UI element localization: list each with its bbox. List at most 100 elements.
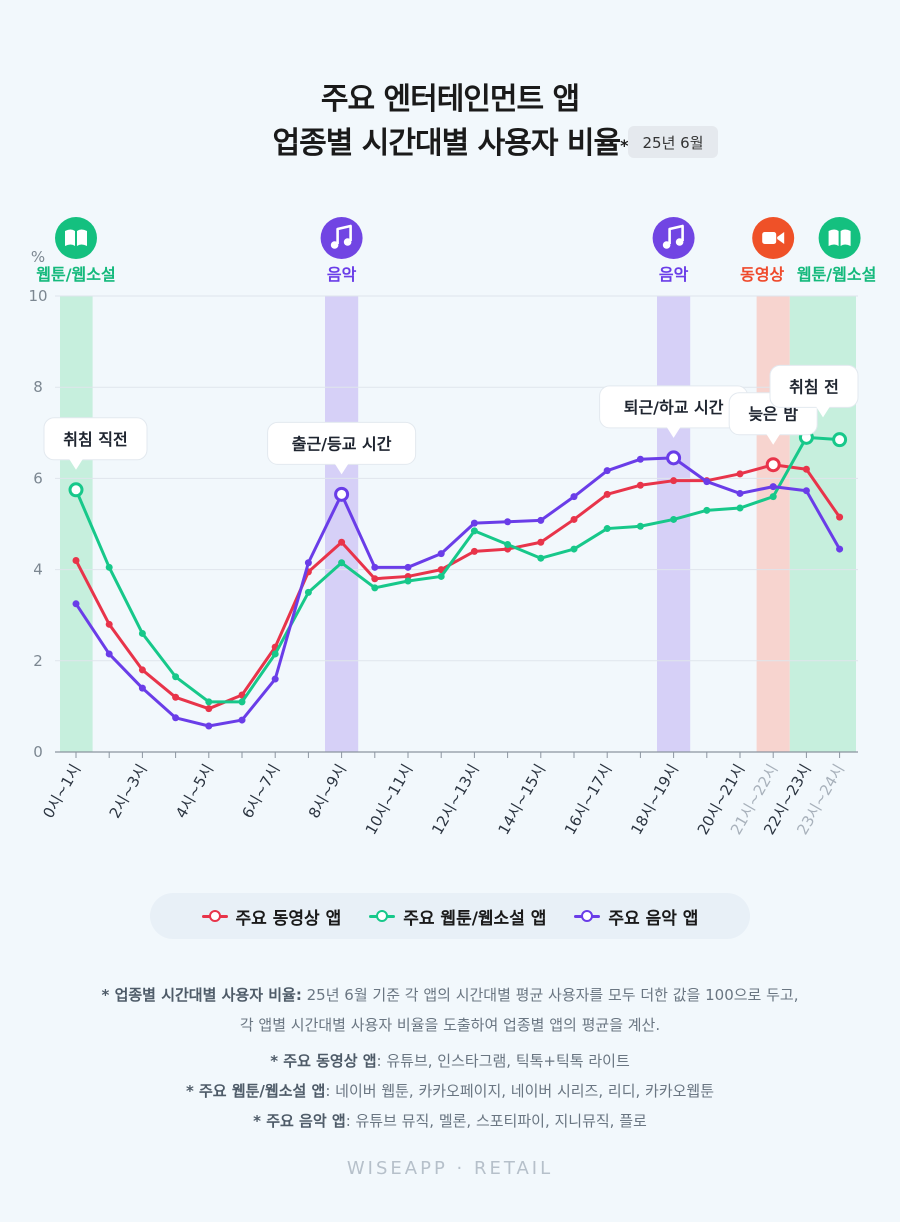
highlight-band-music xyxy=(657,296,691,752)
data-point-video xyxy=(570,515,578,523)
footnote-music-apps: * 주요 음악 앱: 유튜브 뮤직, 멜론, 스포티파이, 지니뮤직, 플로 xyxy=(0,1106,900,1136)
x-tick-label: 4시~5시 xyxy=(172,761,217,821)
marker-label-webtoon: 웹툰/웹소설 xyxy=(797,265,876,284)
callout-box xyxy=(43,417,148,461)
data-point-video xyxy=(105,620,113,628)
footnote-video-label: * 주요 동영상 앱 xyxy=(270,1052,377,1070)
data-point-music xyxy=(570,493,578,501)
data-point-music xyxy=(271,675,279,683)
callout-text: 늦은 밤 xyxy=(748,405,798,424)
data-point-music xyxy=(802,487,810,495)
data-point-video xyxy=(470,547,478,555)
data-point-video xyxy=(636,481,644,489)
line-chart: 0 2 4 6 8 10% 0시~1시 2시~3시 4시~5시 6시~7시 8시~9시 10시~11시… xyxy=(28,217,876,838)
series-line-webtoon xyxy=(74,435,842,704)
data-point-webtoon xyxy=(105,563,113,571)
legend-label-video: 주요 동영상 앱 xyxy=(235,908,342,929)
data-point-webtoon xyxy=(537,554,545,562)
data-point-music xyxy=(404,563,412,571)
callout-pointer xyxy=(666,426,681,438)
book-icon-bg xyxy=(818,217,861,259)
data-point-webtoon xyxy=(504,541,512,549)
data-point-webtoon xyxy=(470,527,478,535)
data-point-video xyxy=(338,538,346,546)
series-line-music xyxy=(74,456,842,728)
legend-swatch-music xyxy=(574,910,601,922)
book-page-left xyxy=(828,229,839,246)
data-point-music xyxy=(603,467,611,475)
title-line-1: 주요 엔터테인먼트 앱 xyxy=(320,82,580,117)
highlight-band-music xyxy=(325,296,359,752)
data-point-music xyxy=(138,684,146,692)
legend-item-video: 주요 동영상 앱 xyxy=(201,904,342,929)
title-line-2: 업종별 시간대별 사용자 비율* xyxy=(272,122,629,166)
title-asterisk: * xyxy=(620,136,628,155)
data-point-webtoon xyxy=(205,698,213,706)
data-point-video xyxy=(205,705,213,713)
y-tick-label: 4 xyxy=(33,561,43,579)
chart-legend: 주요 동영상 앱 주요 웹툰/웹소설 앱 주요 음악 앱 xyxy=(150,893,750,939)
marker-label-music: 음악 xyxy=(659,265,689,284)
brand-footer: WISEAPP · RETAIL xyxy=(346,1158,554,1179)
y-tick-label: 0 xyxy=(33,743,43,761)
footnote-video-text: : 유튜브, 인스타그램, 틱톡+틱톡 라이트 xyxy=(376,1052,630,1070)
x-tick-label: 18시~19시 xyxy=(627,761,682,838)
data-point-webtoon xyxy=(769,493,777,501)
music-note-icon xyxy=(652,217,695,259)
data-point-music xyxy=(304,559,312,567)
annotation-callout: 출근/등교 시간 xyxy=(267,421,417,475)
music-note-icon-bg xyxy=(652,217,695,259)
footnote-definition-label: * 업종별 시간대별 사용자 비율: xyxy=(101,986,302,1004)
note-stem xyxy=(336,224,352,244)
data-point-video xyxy=(371,575,379,583)
data-point-webtoon xyxy=(371,584,379,592)
x-tick-label: 2시~3시 xyxy=(106,761,151,821)
book-page-right xyxy=(840,229,851,246)
footnotes: * 업종별 시간대별 사용자 비율: 25년 6월 기준 각 앱의 시간대별 평… xyxy=(0,980,900,1136)
footnote-music-text: : 유튜브 뮤직, 멜론, 스포티파이, 지니뮤직, 플로 xyxy=(345,1112,647,1130)
callout-pointer xyxy=(766,433,781,445)
footnote-definition-text-1: 25년 6월 기준 각 앱의 시간대별 평균 사용자를 모두 더한 값을 100… xyxy=(301,986,799,1004)
footnote-webtoon-text: : 네이버 웹툰, 카카오페이지, 네이버 시리즈, 리디, 카카오웹툰 xyxy=(325,1082,715,1100)
title-line-2-text: 업종별 시간대별 사용자 비율 xyxy=(272,126,622,161)
data-point-music xyxy=(437,550,445,558)
series-line-video xyxy=(74,463,842,711)
data-point-music xyxy=(172,714,180,722)
chart-title: 주요 엔터테인먼트 앱 업종별 시간대별 사용자 비율* xyxy=(0,78,900,166)
callout-box xyxy=(769,364,859,408)
legend-swatch-video xyxy=(201,910,228,922)
data-point-video xyxy=(836,513,844,521)
data-point-webtoon xyxy=(570,545,578,553)
y-axis-label: % xyxy=(31,248,45,266)
data-point-video xyxy=(603,490,611,498)
legend-label-webtoon: 주요 웹툰/웹소설 앱 xyxy=(403,908,547,929)
data-point-video xyxy=(72,556,80,564)
data-point-music xyxy=(769,483,777,491)
data-point-webtoon xyxy=(138,629,146,637)
x-tick-label: 16시~17시 xyxy=(561,761,616,838)
music-note-icon-bg xyxy=(320,217,363,259)
annotation-callout: 퇴근/하교 시간 xyxy=(599,385,749,438)
note-head xyxy=(675,238,684,246)
data-point-music xyxy=(703,478,711,486)
footnote-definition-2: 각 앱별 시간대별 사용자 비율을 도출하여 업종별 앱의 평균을 계산. xyxy=(239,1016,661,1034)
x-tick-label: 10시~11시 xyxy=(362,761,417,838)
data-point-webtoon xyxy=(338,559,346,567)
book-page-left xyxy=(65,229,75,246)
data-point-webtoon xyxy=(238,698,246,706)
y-tick-label: 10 xyxy=(28,287,47,305)
data-point-music xyxy=(636,455,644,463)
data-point-video xyxy=(437,566,445,574)
data-point-music xyxy=(470,519,478,527)
legend-item-webtoon: 주요 웹툰/웹소설 앱 xyxy=(369,904,546,929)
data-point-video xyxy=(670,477,678,485)
highlight-band-video xyxy=(756,296,790,752)
callout-pointer xyxy=(334,463,349,475)
callout-text: 취침 직전 xyxy=(63,430,127,449)
data-point-music xyxy=(537,516,545,524)
x-tick-label: 14시~15시 xyxy=(495,761,550,838)
footnote-webtoon-apps: * 주요 웹툰/웹소설 앱: 네이버 웹툰, 카카오페이지, 네이버 시리즈, … xyxy=(0,1076,900,1106)
data-point-video xyxy=(802,465,810,473)
video-camera-icon xyxy=(752,217,795,259)
data-point-music xyxy=(836,545,844,553)
